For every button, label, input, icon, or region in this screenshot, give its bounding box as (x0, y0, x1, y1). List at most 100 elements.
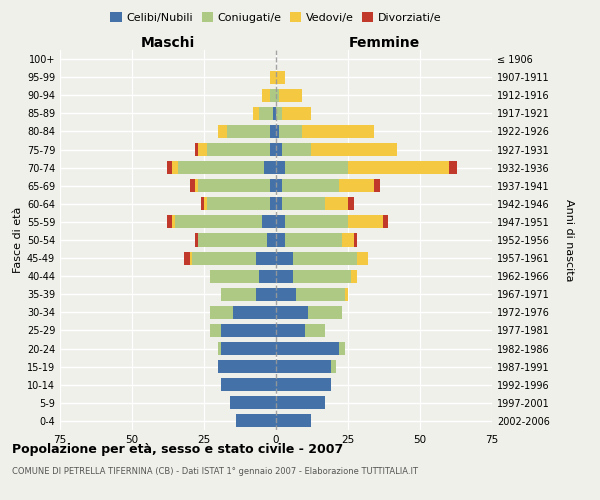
Bar (270, 70, 276, 84)
Bar (273, 107, 276, 120)
Bar (190, 252, 193, 264)
Text: COMUNE DI PETRELLA TIFERNINA (CB) - Dati ISTAT 1° gennaio 2007 - Elaborazione TU: COMUNE DI PETRELLA TIFERNINA (CB) - Dati… (12, 468, 418, 476)
Bar (340, 179, 374, 192)
Bar (276, 396, 325, 409)
Bar (276, 161, 284, 174)
Bar (198, 179, 270, 192)
Bar (449, 161, 457, 174)
Bar (276, 179, 282, 192)
Bar (342, 234, 354, 246)
Bar (196, 143, 198, 156)
Bar (305, 324, 325, 337)
Bar (204, 198, 207, 210)
Bar (193, 252, 256, 264)
Text: Popolazione per età, sesso e stato civile - 2007: Popolazione per età, sesso e stato civil… (12, 442, 343, 456)
Bar (276, 414, 311, 428)
Bar (276, 70, 284, 84)
Bar (172, 216, 175, 228)
Bar (284, 234, 342, 246)
Bar (276, 234, 284, 246)
Bar (270, 88, 276, 102)
Bar (198, 143, 207, 156)
Bar (221, 288, 256, 301)
Bar (198, 234, 268, 246)
Bar (210, 270, 259, 282)
Bar (348, 216, 383, 228)
Bar (276, 125, 279, 138)
Bar (218, 342, 221, 355)
Bar (196, 234, 198, 246)
Bar (270, 125, 276, 138)
Bar (293, 252, 356, 264)
Bar (210, 324, 221, 337)
Bar (262, 88, 270, 102)
Bar (276, 88, 279, 102)
Bar (167, 161, 172, 174)
Bar (236, 414, 276, 428)
Bar (282, 179, 340, 192)
Bar (256, 288, 276, 301)
Bar (302, 125, 374, 138)
Bar (276, 324, 305, 337)
Bar (227, 125, 270, 138)
Bar (190, 179, 196, 192)
Bar (270, 143, 276, 156)
Bar (253, 107, 259, 120)
Bar (340, 342, 345, 355)
Bar (262, 216, 276, 228)
Bar (218, 125, 227, 138)
Bar (201, 198, 204, 210)
Bar (230, 396, 276, 409)
Bar (276, 143, 282, 156)
Bar (270, 179, 276, 192)
Bar (221, 342, 276, 355)
Bar (284, 161, 348, 174)
Bar (308, 306, 342, 319)
Bar (276, 198, 282, 210)
Bar (331, 360, 337, 373)
Legend: Celibi/Nubili, Coniugati/e, Vedovi/e, Divorziati/e: Celibi/Nubili, Coniugati/e, Vedovi/e, Di… (106, 8, 446, 28)
Bar (218, 360, 276, 373)
Bar (256, 252, 276, 264)
Y-axis label: Anni di nascita: Anni di nascita (563, 198, 574, 281)
Bar (210, 306, 233, 319)
Bar (284, 216, 348, 228)
Bar (276, 107, 282, 120)
Bar (167, 216, 172, 228)
Bar (351, 270, 356, 282)
Bar (293, 270, 351, 282)
Bar (354, 234, 356, 246)
Bar (233, 306, 276, 319)
Text: Femmine: Femmine (349, 36, 419, 50)
Bar (276, 306, 308, 319)
Bar (221, 324, 276, 337)
Bar (207, 198, 270, 210)
Bar (276, 342, 340, 355)
Bar (270, 198, 276, 210)
Bar (356, 252, 368, 264)
Bar (259, 270, 276, 282)
Bar (345, 288, 348, 301)
Bar (276, 270, 293, 282)
Bar (296, 288, 345, 301)
Bar (175, 216, 262, 228)
Bar (383, 216, 388, 228)
Bar (196, 179, 198, 192)
Bar (259, 107, 273, 120)
Bar (221, 378, 276, 392)
Bar (279, 88, 302, 102)
Bar (282, 198, 325, 210)
Bar (348, 161, 449, 174)
Bar (268, 234, 276, 246)
Bar (311, 143, 397, 156)
Bar (325, 198, 348, 210)
Bar (178, 161, 265, 174)
Bar (276, 288, 296, 301)
Text: Maschi: Maschi (141, 36, 195, 50)
Bar (276, 378, 331, 392)
Bar (374, 179, 380, 192)
Bar (279, 125, 302, 138)
Bar (265, 161, 276, 174)
Bar (184, 252, 190, 264)
Bar (276, 252, 293, 264)
